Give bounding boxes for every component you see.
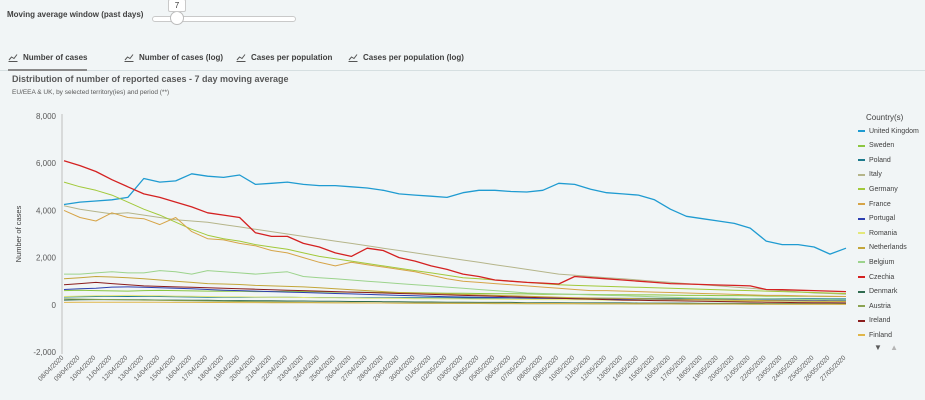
chart-title: Distribution of number of reported cases… xyxy=(12,74,289,84)
moving-average-slider-track[interactable] xyxy=(152,16,296,22)
y-axis-label: Number of cases xyxy=(14,205,23,262)
legend-label: Germany xyxy=(869,185,898,193)
legend-scroll: ▼ ▲ xyxy=(874,343,904,352)
series-line-denmark xyxy=(63,299,846,305)
legend-label: Austria xyxy=(869,302,891,310)
legend-swatch xyxy=(858,188,865,191)
legend-swatch xyxy=(858,334,865,337)
legend-swatch xyxy=(858,319,865,322)
legend-item[interactable]: Netherlands xyxy=(858,243,907,253)
tab-number-of-cases[interactable]: Number of cases xyxy=(8,46,88,71)
legend-swatch xyxy=(858,159,865,162)
series-line-czechia xyxy=(63,160,847,293)
scroll-down-icon[interactable]: ▼ xyxy=(874,343,882,352)
legend-item[interactable]: Ireland xyxy=(858,316,890,326)
legend-item[interactable]: Portugal xyxy=(858,214,895,224)
series-line-romania xyxy=(63,294,846,302)
legend-label: Netherlands xyxy=(869,244,907,252)
series-line-ireland xyxy=(63,281,847,304)
legend-swatch xyxy=(858,276,865,278)
legend-swatch xyxy=(858,261,865,264)
legend-item[interactable]: Finland xyxy=(858,330,892,340)
series-line-belgium xyxy=(64,270,847,301)
tab-label: Number of cases (log) xyxy=(139,53,224,62)
legend-item[interactable]: Belgium xyxy=(858,257,894,267)
series-line-finland xyxy=(63,301,847,305)
legend-swatch xyxy=(858,290,865,293)
scroll-up-icon[interactable]: ▲ xyxy=(890,343,899,352)
series-line-france xyxy=(63,209,847,297)
tab-label: Cases per population (log) xyxy=(363,53,464,62)
series-line-germany xyxy=(63,181,847,294)
y-tick-label: 4,000 xyxy=(36,206,57,215)
line-chart-icon xyxy=(8,54,18,62)
legend-item[interactable]: Germany xyxy=(858,184,898,194)
line-chart-icon xyxy=(236,54,246,62)
legend-label: Italy xyxy=(869,171,882,179)
legend-swatch xyxy=(858,232,865,235)
legend-item[interactable]: Poland xyxy=(858,155,891,165)
legend-label: Portugal xyxy=(869,215,896,223)
legend-label: Romania xyxy=(869,229,898,237)
legend-label: United Kingdom xyxy=(869,127,919,135)
series-line-netherlands xyxy=(63,276,847,302)
legend-item[interactable]: Austria xyxy=(858,301,891,311)
y-tick-label: 6,000 xyxy=(36,159,57,168)
legend-label: Poland xyxy=(869,156,891,164)
legend-swatch xyxy=(858,203,865,205)
moving-average-value: 7 xyxy=(168,0,186,12)
legend-item[interactable]: Romania xyxy=(858,228,897,238)
y-tick-label: 2,000 xyxy=(36,254,57,263)
legend-item[interactable]: Italy xyxy=(858,170,882,180)
controls-bar: Moving average window (past days) 7 xyxy=(0,0,925,38)
tab-label: Number of cases xyxy=(23,53,88,62)
y-tick-label: 8,000 xyxy=(36,112,57,121)
tab-cases-per-population-log[interactable]: Cases per population (log) xyxy=(348,46,464,69)
legend-label: France xyxy=(869,200,891,208)
legend-item[interactable]: Denmark xyxy=(858,287,897,297)
legend-label: Sweden xyxy=(869,142,895,150)
series-line-italy xyxy=(63,205,847,295)
chart-subtitle: EU/EEA & UK, by selected territory(ies) … xyxy=(12,89,170,96)
legend-label: Ireland xyxy=(869,317,891,325)
tab-cases-per-population[interactable]: Cases per population xyxy=(236,46,332,69)
legend-item[interactable]: Sweden xyxy=(858,141,894,151)
legend-swatch xyxy=(858,144,865,147)
legend-title: Country(s) xyxy=(866,113,904,122)
legend-label: Denmark xyxy=(869,288,898,296)
line-chart-icon xyxy=(348,54,358,62)
legend-item[interactable]: France xyxy=(858,199,891,209)
legend-swatch xyxy=(858,305,865,308)
tab-label: Cases per population xyxy=(251,53,333,62)
legend-item[interactable]: United Kingdom xyxy=(858,126,919,136)
legend-swatch xyxy=(858,130,865,132)
legend-swatch xyxy=(858,173,865,176)
series-line-sweden xyxy=(63,289,846,297)
legend-swatch xyxy=(858,246,865,249)
line-chart-icon xyxy=(124,54,134,62)
y-tick-label: 0 xyxy=(52,301,57,310)
y-tick-label: -2,000 xyxy=(33,348,56,357)
legend-item[interactable]: Czechia xyxy=(858,272,894,282)
tab-number-of-cases-log[interactable]: Number of cases (log) xyxy=(124,46,223,69)
chart-tabs: Number of cases Number of cases (log) Ca… xyxy=(0,46,925,71)
moving-average-label: Moving average window (past days) xyxy=(7,10,144,19)
legend-label: Finland xyxy=(869,331,892,339)
series-line-united-kingdom xyxy=(63,173,847,255)
legend-label: Czechia xyxy=(869,273,895,281)
legend-label: Belgium xyxy=(869,258,895,266)
legend-swatch xyxy=(858,217,865,220)
